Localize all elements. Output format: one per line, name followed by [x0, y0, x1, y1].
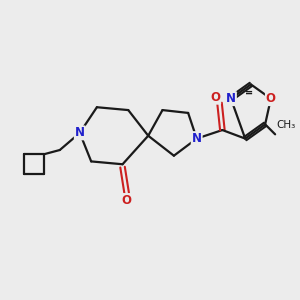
Text: N: N — [192, 132, 202, 145]
Text: O: O — [266, 92, 276, 105]
Text: O: O — [122, 194, 132, 207]
Text: =: = — [245, 88, 253, 98]
Text: O: O — [210, 91, 220, 104]
Text: N: N — [75, 126, 85, 140]
Text: N: N — [226, 92, 236, 105]
Text: CH₃: CH₃ — [277, 120, 296, 130]
